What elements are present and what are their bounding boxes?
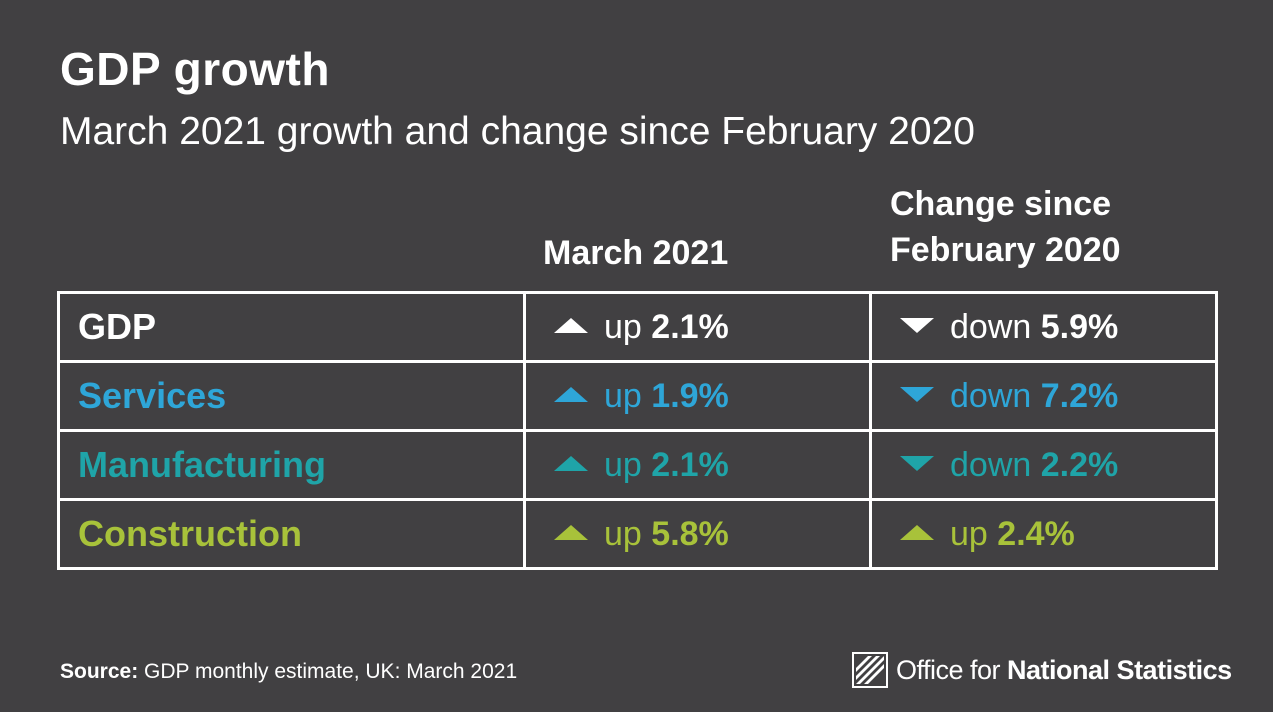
row-label: Services: [57, 360, 526, 432]
table-row: Construction up 5.8% up 2.4%: [57, 498, 1218, 570]
row-label: GDP: [57, 291, 526, 363]
column-header-change-line2: February 2020: [890, 231, 1121, 269]
triangle-down-icon: [900, 387, 934, 403]
direction-word: up: [950, 514, 988, 553]
column-header-march-text: March 2021: [543, 234, 729, 272]
percent-value: 5.9%: [1040, 307, 1119, 346]
page-subtitle: March 2021 growth and change since Febru…: [60, 110, 975, 153]
direction-word: down: [950, 376, 1032, 415]
cell-change-since-feb-2020: down 5.9%: [869, 291, 1218, 363]
percent-value: 2.2%: [1040, 445, 1119, 484]
direction-word: up: [604, 445, 642, 484]
percent-value: 2.1%: [651, 307, 729, 346]
triangle-down-icon: [900, 456, 934, 472]
direction-word: down: [950, 307, 1032, 346]
source-prefix: Source:: [60, 660, 139, 683]
triangle-up-icon: [554, 318, 588, 334]
triangle-up-icon: [900, 525, 934, 541]
source-note: Source: GDP monthly estimate, UK: March …: [60, 660, 517, 684]
ons-logo-text-regular: Office for: [896, 654, 1008, 685]
table-row: GDP up 2.1% down 5.9%: [57, 291, 1218, 363]
cell-march-2021: up 2.1%: [523, 429, 872, 501]
direction-word: up: [604, 376, 642, 415]
ons-logo-text-bold: National Statistics: [1007, 654, 1232, 685]
column-header-march: March 2021: [543, 230, 728, 276]
cell-change-since-feb-2020: down 2.2%: [869, 429, 1218, 501]
table-row: Manufacturing up 2.1% down 2.2%: [57, 429, 1218, 501]
cell-march-2021: up 2.1%: [523, 291, 872, 363]
percent-value: 2.1%: [651, 445, 729, 484]
direction-word: down: [950, 445, 1032, 484]
percent-value: 5.8%: [651, 514, 729, 553]
source-text: GDP monthly estimate, UK: March 2021: [144, 660, 518, 683]
percent-value: 2.4%: [997, 514, 1075, 553]
direction-word: up: [604, 514, 642, 553]
direction-word: up: [604, 307, 642, 346]
triangle-up-icon: [554, 387, 588, 403]
column-header-change: Change since February 2020: [890, 181, 1121, 273]
percent-value: 1.9%: [651, 376, 729, 415]
cell-march-2021: up 1.9%: [523, 360, 872, 432]
cell-march-2021: up 5.8%: [523, 498, 872, 570]
row-label: Construction: [57, 498, 526, 570]
ons-logo: Office for National Statistics: [852, 652, 1232, 688]
cell-change-since-feb-2020: down 7.2%: [869, 360, 1218, 432]
page-title: GDP growth: [60, 43, 330, 95]
column-header-change-line1: Change since: [890, 185, 1112, 223]
percent-value: 7.2%: [1040, 376, 1119, 415]
gdp-growth-table: GDP up 2.1% down 5.9% Services up 1.9% down 7…: [57, 291, 1218, 570]
cell-change-since-feb-2020: up 2.4%: [869, 498, 1218, 570]
table-row: Services up 1.9% down 7.2%: [57, 360, 1218, 432]
ons-logo-text: Office for National Statistics: [896, 655, 1232, 686]
triangle-down-icon: [900, 318, 934, 334]
triangle-up-icon: [554, 456, 588, 472]
ons-logo-icon: [852, 652, 888, 688]
row-label: Manufacturing: [57, 429, 526, 501]
triangle-up-icon: [554, 525, 588, 541]
